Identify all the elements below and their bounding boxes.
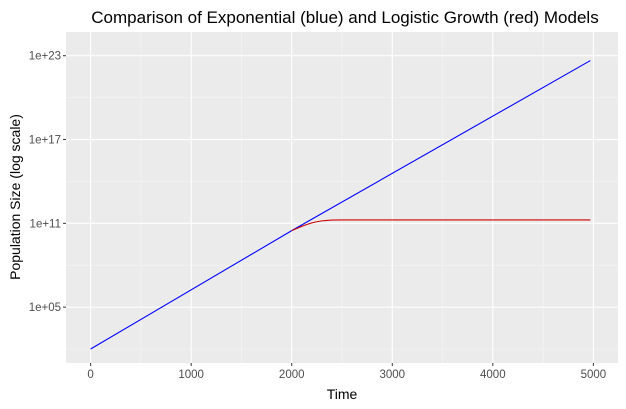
x-axis-label: Time — [327, 386, 358, 402]
x-tick-label: 2000 — [279, 369, 305, 381]
x-axis: 0 1000 2000 3000 4000 5000 — [87, 363, 606, 381]
y-tick-label: 1e+23 — [29, 51, 61, 63]
y-axis: 1e+05 1e+11 1e+17 1e+23 — [29, 51, 66, 314]
series-line-2 — [291, 219, 591, 232]
x-tick-label: 5000 — [581, 369, 607, 381]
y-tick-label: 1e+05 — [29, 302, 61, 314]
y-axis-label: Population Size (log scale) — [7, 114, 23, 280]
x-tick-label: 3000 — [379, 369, 405, 381]
x-tick-label: 4000 — [480, 369, 506, 381]
x-tick-label: 1000 — [178, 369, 204, 381]
y-tick-label: 1e+17 — [29, 135, 61, 147]
grid-major — [66, 32, 618, 363]
series-layer — [90, 60, 591, 350]
chart-title: Comparison of Exponential (blue) and Log… — [91, 8, 598, 27]
y-tick-label: 1e+11 — [30, 218, 61, 230]
x-tick-label: 0 — [87, 369, 93, 381]
